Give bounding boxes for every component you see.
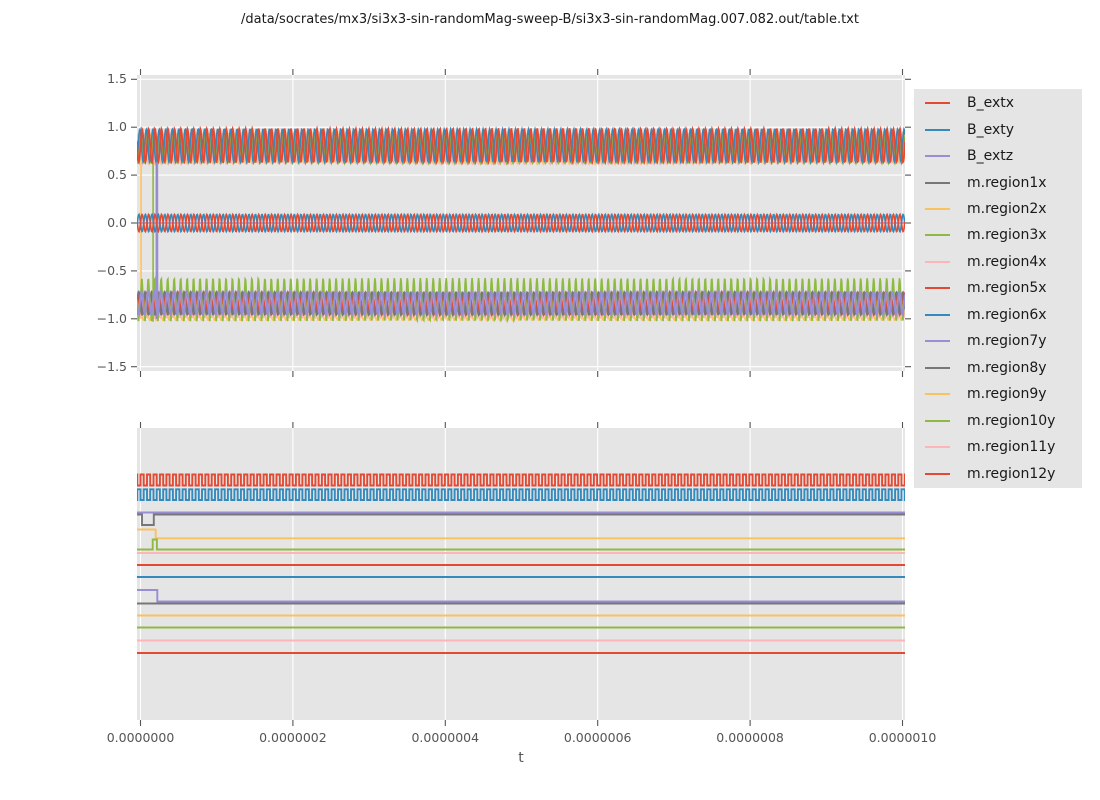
legend-label: B_extz [967,148,1014,165]
legend-item-m.region8y: m.region8y [914,355,1082,381]
series-m.region7y [137,589,905,603]
top-plot-series [137,125,905,324]
legend-line-swatch [925,155,950,158]
legend-item-m.region1x: m.region1x [914,170,1082,196]
x-tick-label: 0.0000006 [563,730,632,745]
legend-label: m.region11y [967,439,1056,456]
legend-item-m.region7y: m.region7y [914,328,1082,354]
legend-line-swatch [925,102,950,105]
series-m.region1x [137,513,905,526]
series-B_exty [137,212,905,234]
y-tick-label: −0.5 [96,262,127,278]
legend-line-swatch [925,419,950,422]
x-tick-label: 0.0000008 [716,730,784,745]
x-tick-label: 0.0000010 [868,730,937,745]
legend-item-m.region2x: m.region2x [914,196,1082,222]
legend-label: m.region8y [967,359,1047,376]
bottom-plot-series [137,473,905,654]
legend-line-swatch [925,366,950,369]
x-tick-label: 0.0000004 [411,730,480,745]
legend-item-m.region3x: m.region3x [914,222,1082,248]
figure-title: /data/socrates/mx3/si3x3-sin-randomMag-s… [241,12,859,27]
legend-label: m.region7y [967,333,1047,350]
legend-label: m.region5x [967,280,1047,297]
series-m.region2x [137,528,905,540]
y-tick-label: 0.5 [107,167,127,183]
legend-item-B_extx: B_extx [914,90,1082,116]
series-m.region3x [137,538,905,551]
legend-line-swatch [925,340,950,343]
legend-line-swatch [925,446,950,449]
legend-item-m.region9y: m.region9y [914,381,1082,407]
y-tick-label: 1.5 [107,71,127,87]
y-tick-label: −1.0 [96,310,127,326]
legend-line-swatch [925,313,950,316]
legend: B_extx B_exty B_extz m.region1x m.region2x m.… [914,89,1082,488]
legend-item-m.region5x: m.region5x [914,275,1082,301]
x-axis-label: t [518,750,524,766]
legend-line-swatch [925,181,950,184]
legend-line-swatch [925,287,950,290]
series-B_extx [137,212,905,234]
x-tick-label: 0.0000000 [106,730,175,745]
legend-item-m.region11y: m.region11y [914,434,1082,460]
series-m.region7y [137,136,905,319]
legend-item-m.region4x: m.region4x [914,249,1082,275]
legend-item-B_extz: B_extz [914,143,1082,169]
legend-label: B_exty [967,121,1015,138]
legend-label: m.region2x [967,201,1047,218]
legend-label: m.region9y [967,386,1047,403]
legend-label: m.region1x [967,174,1047,191]
bottom-plot-background [137,428,905,720]
series-m.region5x [137,125,905,166]
legend-line-swatch [925,234,950,237]
legend-item-m.region12y: m.region12y [914,461,1082,487]
x-tick-label: 0.0000002 [259,730,327,745]
legend-line-swatch [925,208,950,211]
series-m.region6x [137,125,905,165]
y-tick-label: 0.0 [107,215,127,230]
y-tick-label: −1.5 [96,358,127,374]
legend-item-m.region10y: m.region10y [914,408,1082,434]
legend-label: m.region3x [967,227,1047,244]
series-B_exty [137,488,905,501]
legend-item-m.region6x: m.region6x [914,302,1082,328]
legend-line-swatch [925,128,950,131]
legend-line-swatch [925,260,950,263]
legend-item-B_exty: B_exty [914,117,1082,143]
axis-ticks [131,69,911,726]
legend-label: m.region12y [967,465,1056,482]
series-m.region10y [137,275,905,324]
legend-label: m.region6x [967,306,1047,323]
legend-label: m.region4x [967,253,1047,270]
y-tick-label: 1.0 [107,119,127,135]
legend-line-swatch [925,472,950,475]
series-B_extx [137,473,905,487]
legend-label: m.region10y [967,412,1056,429]
series-m.region8y [137,289,905,318]
legend-label: B_extx [967,95,1015,112]
legend-line-swatch [925,393,950,396]
